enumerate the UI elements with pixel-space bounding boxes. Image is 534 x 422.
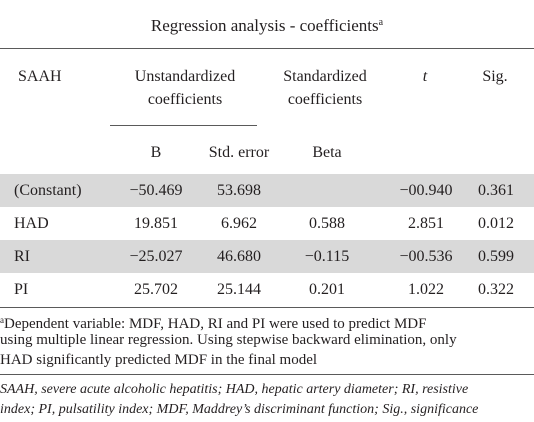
cell-sig: 0.012 — [478, 215, 514, 232]
row-label: PI — [14, 281, 29, 298]
cell-b: −25.027 — [129, 248, 183, 265]
cell-sig: 0.599 — [478, 248, 514, 265]
cell-beta: 0.201 — [309, 281, 345, 298]
table-row: RI −25.027 46.680 −0.115 −00.536 0.599 — [0, 240, 534, 273]
footnote-text: Dependent variable: MDF, HAD, RI and PI … — [4, 316, 427, 332]
cell-std-error: 46.680 — [217, 248, 261, 265]
header-unstandardized-line1: Unstandardized — [134, 68, 236, 85]
header-sig: Sig. — [482, 68, 508, 85]
cell-beta: −0.115 — [304, 248, 350, 265]
cell-sig: 0.361 — [478, 182, 514, 199]
table-title-text: Regression analysis - coefficients — [150, 16, 379, 35]
cell-std-error: 6.962 — [221, 215, 257, 232]
table-title: Regression analysis - coefficientsa — [0, 13, 534, 36]
footnote-line3: HAD significantly predicted MDF in the f… — [0, 352, 318, 368]
row-label: RI — [14, 248, 30, 265]
cell-b: 19.851 — [134, 215, 178, 232]
footnote-line2: using multiple linear regression. Using … — [0, 332, 457, 348]
header-beta: Beta — [312, 144, 342, 161]
header-unstandardized-line2: coefficients — [147, 91, 223, 108]
cell-std-error: 25.144 — [217, 281, 261, 298]
footnote-rule — [0, 374, 534, 375]
cell-sig: 0.322 — [478, 281, 514, 298]
top-rule — [0, 48, 534, 49]
title-footnote-marker: a — [378, 17, 384, 28]
cell-std-error: 53.698 — [217, 182, 261, 199]
header-standardized-line1: Standardized — [283, 68, 367, 85]
row-label: HAD — [14, 215, 49, 232]
cell-b: −50.469 — [129, 182, 183, 199]
header-std-error: Std. error — [208, 144, 270, 161]
cell-b: 25.702 — [134, 281, 178, 298]
abbreviations-line2: index; PI, pulsatility index; MDF, Maddr… — [0, 402, 479, 417]
cell-t: −00.940 — [399, 182, 453, 199]
cell-t: 1.022 — [408, 281, 444, 298]
header-saah: SAAH — [18, 68, 62, 85]
header-b: B — [150, 144, 162, 161]
cell-t: 2.851 — [408, 215, 444, 232]
cell-beta: 0.588 — [309, 215, 345, 232]
table-bottom-rule — [0, 307, 534, 308]
footnote-line1: aDependent variable: MDF, HAD, RI and PI… — [0, 311, 534, 334]
row-label: (Constant) — [14, 182, 82, 199]
spanner-rule — [110, 125, 257, 126]
header-standardized-line2: coefficients — [287, 91, 363, 108]
abbreviations-line1: SAAH, severe acute alcoholic hepatitis; … — [0, 382, 469, 397]
header-t: t — [422, 68, 428, 85]
table-row: PI 25.702 25.144 0.201 1.022 0.322 — [0, 273, 534, 306]
footnote-marker: a — [0, 315, 4, 325]
cell-t: −00.536 — [399, 248, 453, 265]
table-row: HAD 19.851 6.962 0.588 2.851 0.012 — [0, 207, 534, 240]
table-row: (Constant) −50.469 53.698 −00.940 0.361 — [0, 174, 534, 207]
